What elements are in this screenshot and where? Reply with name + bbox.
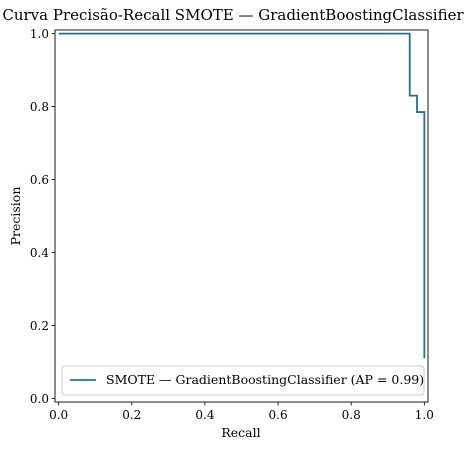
pr-curve-line [58, 32, 426, 359]
y-axis-label: Precision [8, 187, 23, 246]
y-tick-label: 0.6 [30, 173, 49, 187]
x-tick-label: 0.4 [195, 408, 214, 422]
y-tick-label: 0.2 [30, 319, 49, 333]
legend-entry-label: SMOTE — GradientBoostingClassifier (AP =… [106, 372, 424, 387]
x-axis-ticks: 0.0 0.2 0.4 0.6 0.8 1.0 [49, 402, 434, 422]
y-tick-label: 0.8 [30, 100, 49, 114]
x-tick-label: 0.2 [122, 408, 141, 422]
x-tick-label: 0.0 [49, 408, 68, 422]
y-tick-label: 1.0 [30, 27, 49, 41]
chart-title: Curva Precisão-Recall SMOTE — GradientBo… [2, 6, 464, 24]
y-axis-ticks: 0.0 0.2 0.4 0.6 0.8 1.0 [30, 27, 55, 406]
y-tick-label: 0.0 [30, 392, 49, 406]
plot-area-frame [54, 29, 429, 403]
x-tick-label: 1.0 [415, 408, 434, 422]
x-tick-label: 0.6 [269, 408, 288, 422]
legend: SMOTE — GradientBoostingClassifier (AP =… [61, 365, 425, 396]
y-tick-label: 0.4 [30, 246, 49, 260]
x-tick-label: 0.8 [342, 408, 361, 422]
series-layer [58, 32, 426, 359]
x-axis-label: Recall [221, 425, 260, 440]
legend-box [61, 365, 425, 396]
